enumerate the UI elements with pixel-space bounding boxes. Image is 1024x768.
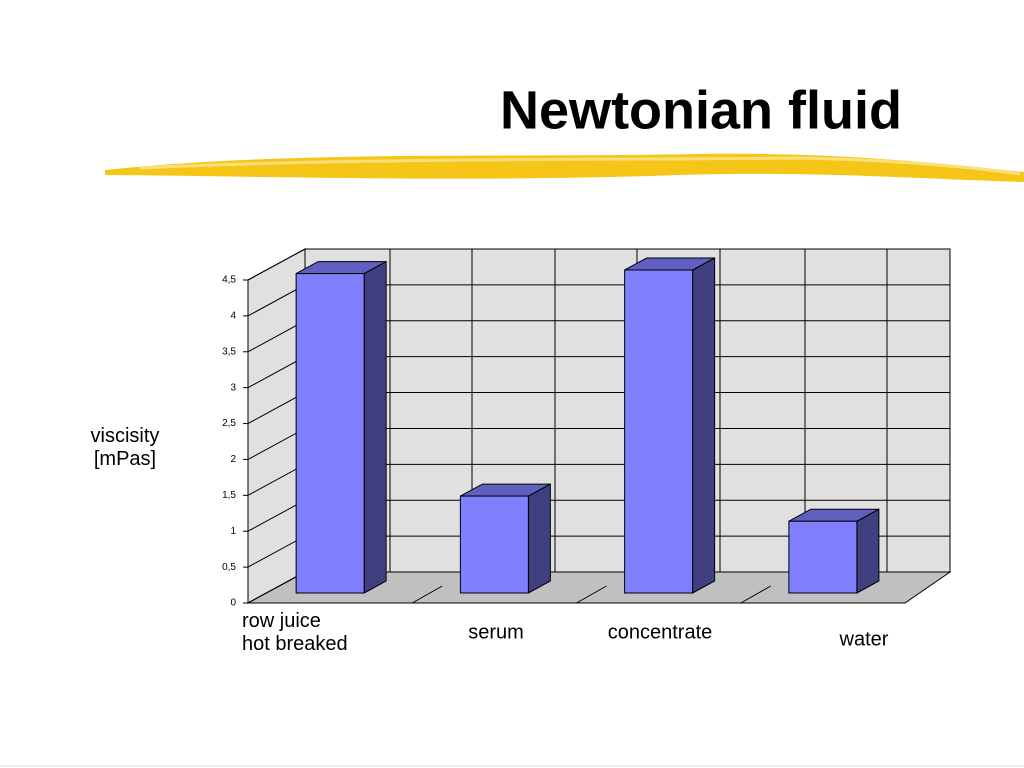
brush-highlight — [139, 156, 1021, 176]
y-tick-label: 4,5 — [222, 275, 236, 286]
bar — [459, 495, 529, 594]
y-tick-label: 3 — [230, 382, 236, 393]
slide-title: Newtonian fluid — [500, 80, 902, 140]
bar-side — [527, 483, 551, 594]
y-tick-label: 4 — [230, 311, 236, 322]
category-divider — [412, 585, 443, 604]
bar — [624, 269, 694, 594]
bar — [295, 273, 365, 594]
y-tick-label: 1 — [230, 526, 236, 537]
y-axis-label: viscisity [mPas] — [91, 425, 160, 470]
y-tick-label: 0,5 — [222, 562, 236, 573]
y-tick-label: 0 — [230, 598, 236, 609]
y-tick-label: 3,5 — [222, 346, 236, 357]
bar-side — [856, 508, 880, 594]
x-tick-label: row juice hot breaked — [242, 610, 348, 655]
bar-side — [363, 260, 387, 594]
y-tick-label: 2,5 — [222, 418, 236, 429]
chart: 0 0,5 1 1,5 2 2,5 3 3,5 4 4,5 viscisity [mPas] row j… — [91, 248, 952, 655]
x-tick-label: water — [839, 628, 889, 650]
grid-line — [247, 248, 950, 281]
y-tick-label: 2 — [230, 454, 236, 465]
bar — [788, 520, 858, 594]
x-tick-label: serum — [468, 621, 524, 643]
category-divider — [576, 585, 607, 604]
x-tick-label: concentrate — [608, 621, 713, 643]
y-tick-label: 1,5 — [222, 490, 236, 501]
category-divider — [740, 585, 771, 604]
bar-side — [692, 257, 716, 594]
